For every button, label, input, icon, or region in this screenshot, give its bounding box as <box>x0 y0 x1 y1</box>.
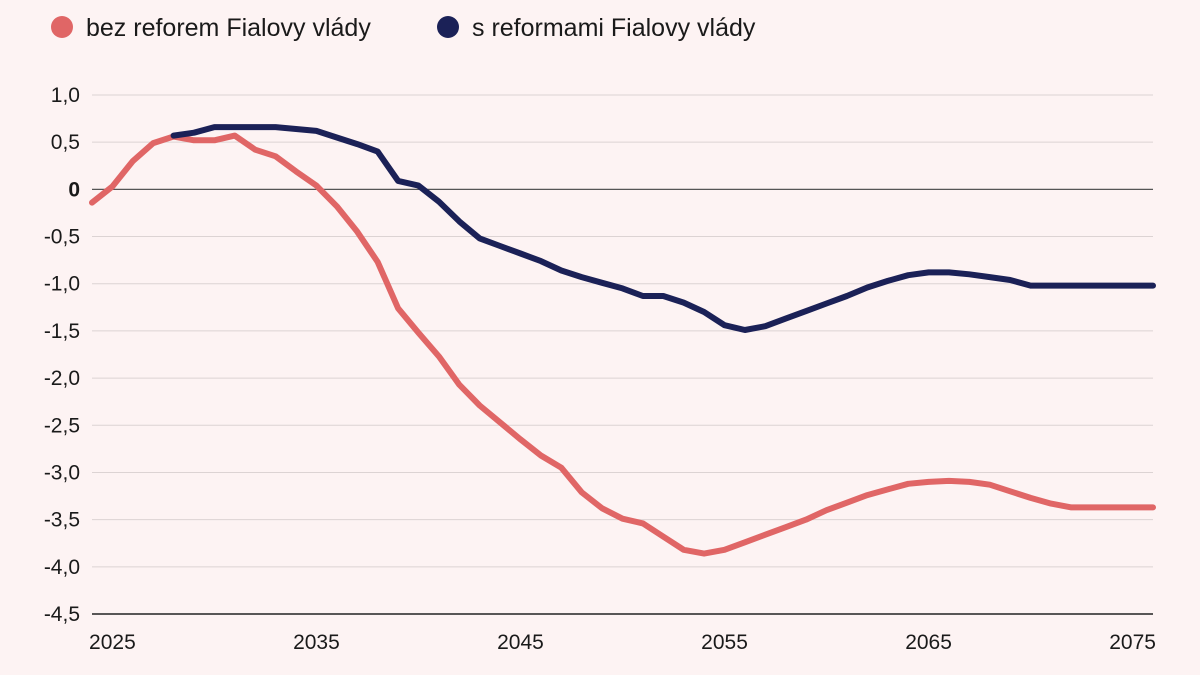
y-tick-label: -4,0 <box>44 556 80 579</box>
x-tick-label: 2025 <box>89 631 136 654</box>
legend-swatch-bez-reforem <box>51 16 73 38</box>
y-tick-label: -1,0 <box>44 273 80 296</box>
y-tick-label: -4,5 <box>44 603 80 626</box>
x-axis-tick-labels: 2025 2035 2045 2055 2065 2075 <box>89 631 1156 654</box>
legend: bez reforem Fialovy vlády s reformami Fi… <box>51 14 756 42</box>
series-line-bez-reforem <box>89 132 1156 557</box>
gridlines <box>92 94 1153 615</box>
y-tick-label: 0 <box>68 178 80 201</box>
series-lines <box>89 124 1156 557</box>
y-tick-label: -2,0 <box>44 367 80 390</box>
x-tick-label: 2065 <box>905 631 952 654</box>
y-tick-label: -3,0 <box>44 461 80 484</box>
y-tick-label: 0,5 <box>51 131 80 154</box>
legend-label-s-reformami: s reformami Fialovy vlády <box>472 14 756 42</box>
x-tick-label: 2045 <box>497 631 544 654</box>
x-tick-label: 2075 <box>1109 631 1156 654</box>
y-tick-label: -0,5 <box>44 226 80 249</box>
legend-label-bez-reforem: bez reforem Fialovy vlády <box>86 14 371 42</box>
legend-item-1: s reformami Fialovy vlády <box>437 14 756 42</box>
legend-item-0: bez reforem Fialovy vlády <box>51 14 371 42</box>
y-tick-label: -2,5 <box>44 414 80 437</box>
y-axis-tick-labels: 1,0 0,5 0 -0,5 -1,0 -1,5 -2,0 -2,5 -3,0 -3,5 -4,0 -… <box>44 84 80 626</box>
series-line-s-reformami <box>170 124 1156 333</box>
x-tick-label: 2055 <box>701 631 748 654</box>
y-tick-label: -1,5 <box>44 320 80 343</box>
y-tick-label: -3,5 <box>44 509 80 532</box>
legend-swatch-s-reformami <box>437 16 459 38</box>
x-tick-label: 2035 <box>293 631 340 654</box>
y-tick-label: 1,0 <box>51 84 80 107</box>
